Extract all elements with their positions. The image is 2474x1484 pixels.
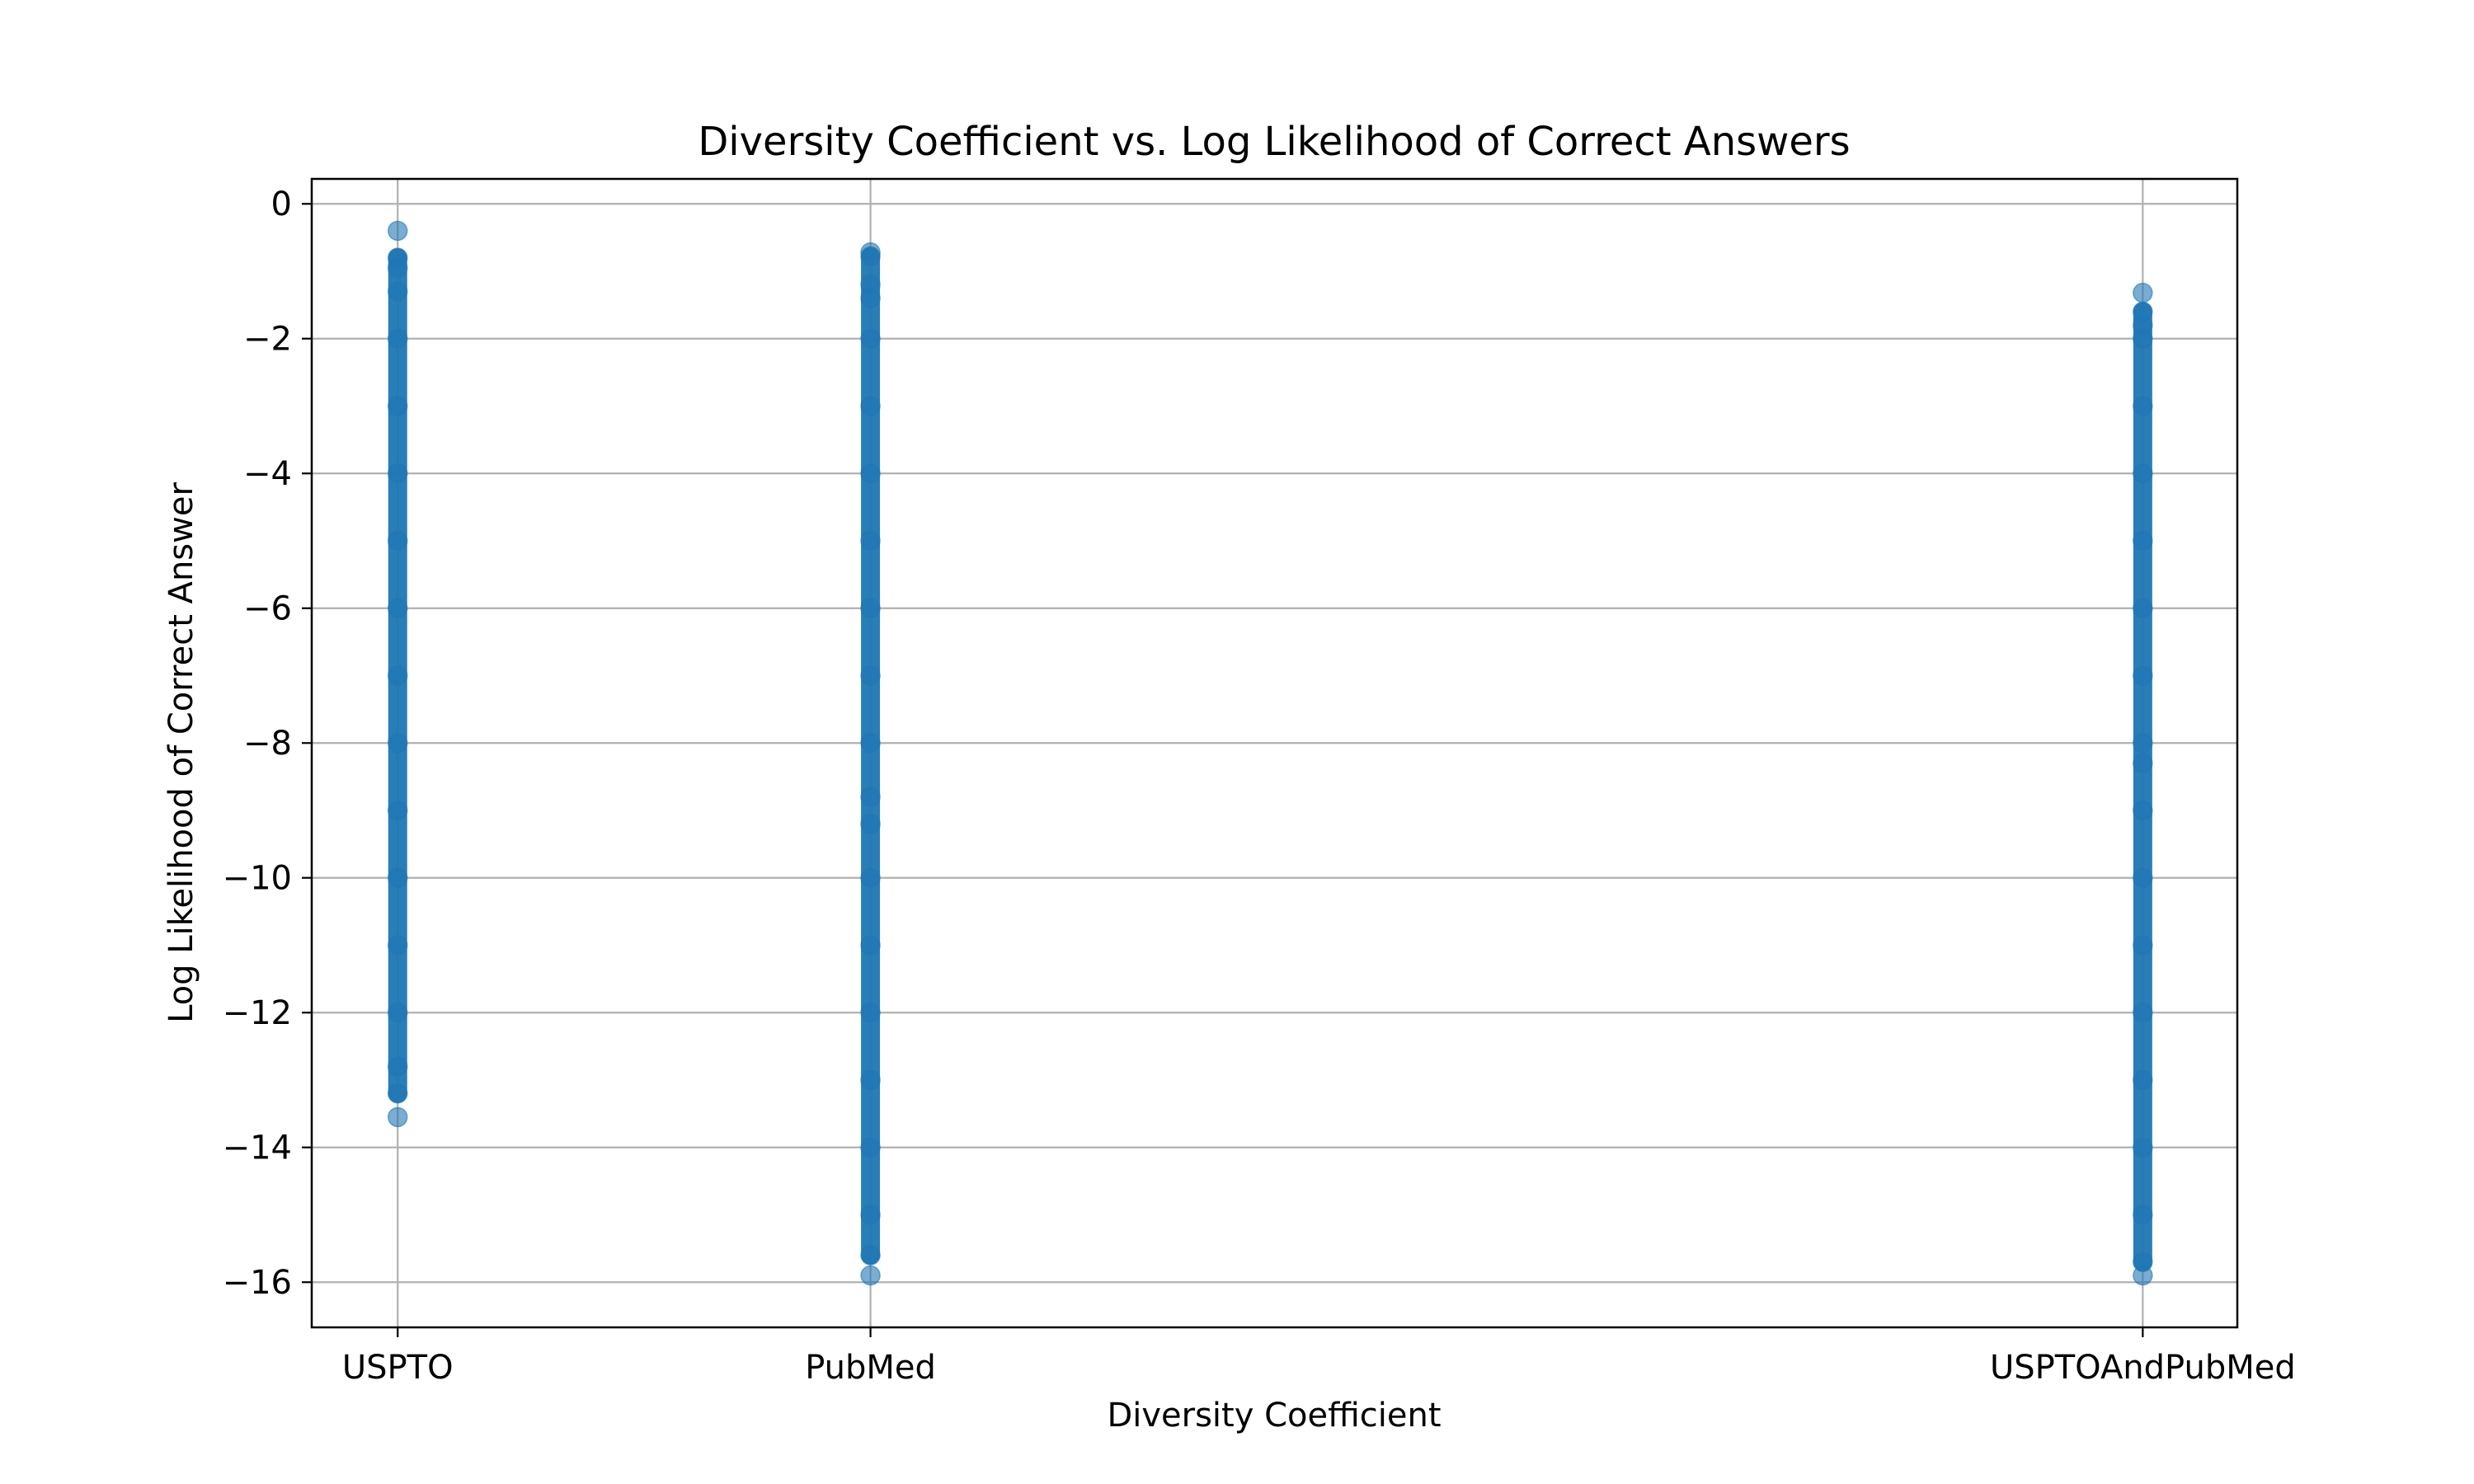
data-point xyxy=(387,220,408,242)
data-point xyxy=(2133,1265,2153,1286)
data-point xyxy=(387,328,408,349)
data-point xyxy=(387,1002,408,1023)
data-point xyxy=(860,935,881,956)
data-point xyxy=(860,1002,881,1023)
data-point xyxy=(2133,867,2153,888)
data-point xyxy=(860,1265,881,1286)
data-point xyxy=(860,463,881,484)
plot-frame xyxy=(310,177,2239,1329)
data-point xyxy=(387,281,408,302)
y-tick-label: −16 xyxy=(223,1264,292,1302)
data-point xyxy=(860,732,881,754)
data-point xyxy=(2133,800,2153,821)
x-tick-label: USPTO xyxy=(342,1349,454,1387)
data-point xyxy=(387,1106,408,1128)
y-axis-title: Log Likelihood of Correct Answer xyxy=(162,482,200,1023)
data-point xyxy=(2133,598,2153,618)
data-point xyxy=(2133,328,2153,349)
y-tick-label: −6 xyxy=(243,590,292,628)
data-point xyxy=(860,665,881,686)
x-tick-label: USPTOAndPubMed xyxy=(1990,1349,2296,1387)
data-point xyxy=(387,530,408,552)
data-point xyxy=(387,867,408,888)
chart-title: Diversity Coefficient vs. Log Likelihood… xyxy=(698,119,1850,165)
data-point xyxy=(860,1137,881,1158)
data-point xyxy=(860,1069,881,1091)
data-point xyxy=(2133,1002,2153,1023)
data-point xyxy=(387,598,408,618)
y-tick-label: −14 xyxy=(223,1129,292,1167)
data-point xyxy=(2133,1069,2153,1091)
data-point xyxy=(2133,396,2153,416)
data-point xyxy=(860,867,881,888)
data-point xyxy=(860,288,881,308)
data-point xyxy=(860,598,881,618)
y-tick-label: −4 xyxy=(243,455,292,493)
data-point xyxy=(2133,1137,2153,1158)
y-tick-label: 0 xyxy=(271,186,292,223)
x-tick-label: PubMed xyxy=(805,1349,936,1387)
data-point xyxy=(387,257,408,279)
ticks: 0 −2 −4 −6 −8 −10 −12 −14 −16 USPTO PubMed USPTOAnd… xyxy=(223,186,2296,1387)
data-point xyxy=(2133,282,2153,303)
data-point xyxy=(860,1245,881,1266)
y-tick-label: −12 xyxy=(223,994,292,1032)
data-point xyxy=(860,1205,881,1225)
data-point xyxy=(387,800,408,821)
data-point xyxy=(2133,463,2153,484)
data-point xyxy=(2133,1205,2153,1225)
data-point xyxy=(2133,753,2153,774)
data-point xyxy=(2133,665,2153,686)
data-point xyxy=(860,328,881,349)
data-point xyxy=(860,787,881,807)
x-axis-title: Diversity Coefficient xyxy=(1107,1397,1441,1435)
data-point xyxy=(387,396,408,416)
y-tick-label: −2 xyxy=(243,321,292,359)
data-point xyxy=(387,665,408,686)
data-point xyxy=(860,396,881,416)
data-point xyxy=(387,935,408,956)
y-tick-label: −8 xyxy=(243,725,292,763)
data-point xyxy=(387,463,408,484)
data-point xyxy=(2133,530,2153,552)
data-point xyxy=(2133,935,2153,956)
data-point xyxy=(387,1056,408,1077)
data-point xyxy=(387,732,408,754)
y-tick-label: −10 xyxy=(223,860,292,898)
data-point xyxy=(860,530,881,552)
data-point xyxy=(2133,732,2153,754)
data-point xyxy=(860,246,881,267)
data-point xyxy=(860,814,881,834)
data-point xyxy=(387,1083,408,1104)
data-points xyxy=(387,220,2153,1286)
